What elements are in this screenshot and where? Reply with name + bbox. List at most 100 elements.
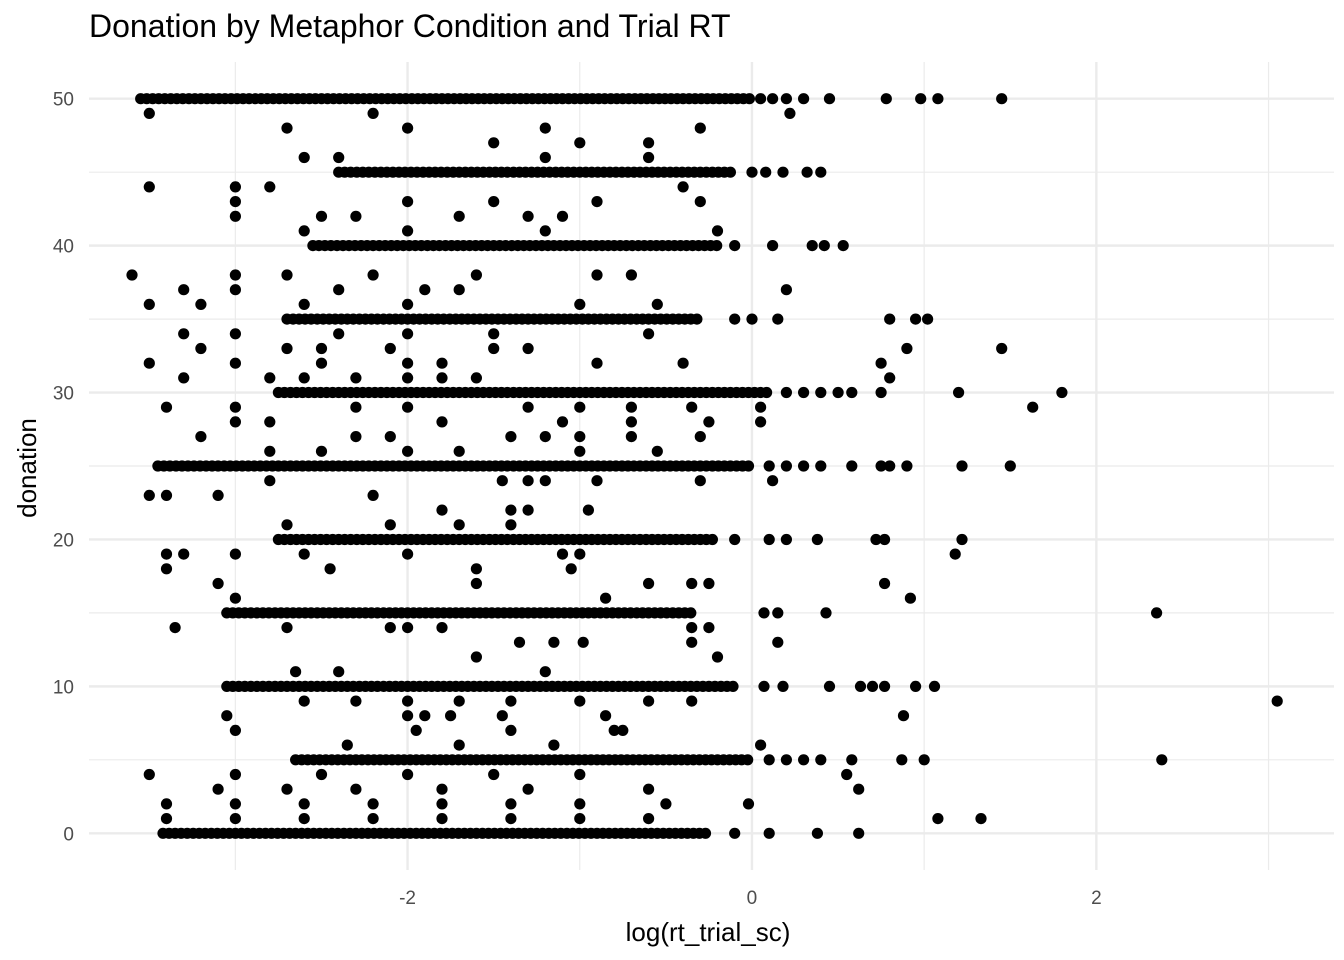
data-point <box>488 768 500 781</box>
data-point <box>746 166 758 178</box>
x-axis-title: log(rt_trial_sc) <box>626 917 791 947</box>
data-point <box>1056 386 1068 399</box>
data-point <box>178 284 190 296</box>
data-point <box>453 445 465 457</box>
data-point <box>229 798 241 810</box>
data-point <box>436 416 448 428</box>
data-point <box>780 754 793 766</box>
data-point <box>315 768 328 781</box>
data-point <box>686 695 698 707</box>
data-point <box>402 298 414 310</box>
data-point <box>513 636 526 648</box>
data-point <box>229 592 241 604</box>
data-point <box>419 284 431 296</box>
data-point <box>574 401 586 413</box>
data-point <box>341 739 353 751</box>
data-point <box>470 577 482 590</box>
data-point <box>811 533 824 546</box>
data-point <box>367 489 379 501</box>
data-point <box>651 298 663 310</box>
data-point <box>703 577 715 590</box>
data-point <box>505 813 517 825</box>
data-point <box>846 386 858 399</box>
data-point <box>806 240 818 252</box>
data-point <box>436 622 448 634</box>
data-point <box>922 313 934 325</box>
data-point <box>350 210 362 222</box>
data-point <box>625 401 638 413</box>
data-point <box>505 695 517 707</box>
data-point <box>539 122 551 134</box>
data-point <box>574 798 586 810</box>
data-point <box>625 416 638 428</box>
y-tick-label: 20 <box>53 530 74 551</box>
data-point <box>996 93 1008 105</box>
data-point <box>837 240 849 252</box>
data-point <box>298 225 310 237</box>
data-point <box>643 695 655 707</box>
data-point <box>522 401 534 413</box>
data-point <box>784 107 796 119</box>
data-point <box>841 768 853 781</box>
data-point <box>333 284 345 296</box>
data-point <box>212 489 224 501</box>
data-point <box>264 416 276 428</box>
data-point <box>436 504 448 516</box>
data-point <box>160 548 173 560</box>
data-point <box>436 783 448 795</box>
data-point <box>290 666 302 678</box>
data-point <box>496 710 508 722</box>
data-point <box>574 137 586 149</box>
y-tick-label: 10 <box>53 677 74 698</box>
data-point <box>126 269 138 281</box>
data-point <box>264 445 276 457</box>
data-point <box>703 622 715 634</box>
data-point <box>729 240 741 252</box>
data-point <box>772 313 784 325</box>
data-point <box>402 372 414 384</box>
data-point <box>574 431 586 443</box>
data-point <box>178 328 190 340</box>
data-point <box>574 813 586 825</box>
data-point <box>565 563 577 575</box>
data-point <box>548 739 560 751</box>
data-point <box>729 533 741 546</box>
data-point <box>160 401 173 413</box>
x-tick-label: 0 <box>747 888 758 909</box>
data-point <box>410 724 422 737</box>
data-point <box>625 269 638 281</box>
data-point <box>298 372 310 384</box>
data-point <box>643 137 655 149</box>
data-point <box>643 328 655 340</box>
data-point <box>711 240 723 252</box>
data-point <box>212 577 224 590</box>
data-point <box>879 577 891 590</box>
data-point <box>367 798 379 810</box>
data-point <box>470 651 482 663</box>
data-point <box>591 475 603 487</box>
data-point <box>505 724 517 737</box>
data-point <box>815 460 827 472</box>
data-point <box>677 181 689 193</box>
data-point <box>880 93 892 105</box>
data-point <box>556 210 569 222</box>
data-point <box>195 342 207 355</box>
data-point <box>742 754 754 766</box>
data-point <box>143 768 155 781</box>
data-point <box>820 607 832 619</box>
data-point <box>854 680 867 693</box>
data-point <box>711 651 724 663</box>
data-point <box>686 622 698 634</box>
y-tick-label: 40 <box>53 237 74 258</box>
data-point <box>798 93 810 105</box>
data-point <box>298 298 310 310</box>
data-point <box>402 225 414 237</box>
data-point <box>727 680 739 693</box>
data-point <box>846 460 858 472</box>
data-point <box>832 386 844 399</box>
data-point <box>574 695 586 707</box>
data-point <box>522 783 534 795</box>
data-point <box>956 460 968 472</box>
data-point <box>685 607 697 619</box>
data-point <box>436 372 448 384</box>
